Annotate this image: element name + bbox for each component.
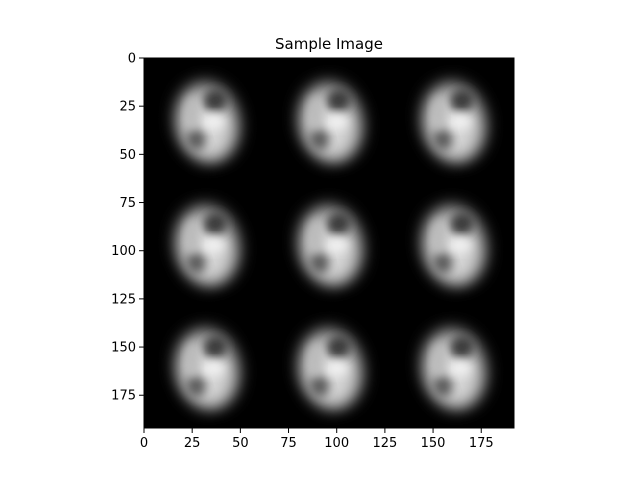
x-tick-label: 175 [469, 436, 494, 451]
sample-tile [175, 81, 240, 162]
y-tick-label: 175 [111, 389, 136, 404]
sample-tile [422, 81, 487, 162]
x-tick-label: 0 [140, 436, 148, 451]
y-tick-label: 50 [119, 148, 136, 163]
x-tick-label: 25 [184, 436, 201, 451]
axes: 0 25 50 75 100 125 150 175 0 25 50 75 100 125 150 175 [111, 52, 515, 451]
sample-tile [422, 204, 487, 286]
sample-tile [175, 204, 240, 286]
chart-title: Sample Image [275, 35, 383, 53]
y-tick-label: 150 [111, 341, 136, 356]
plot-frame [143, 57, 515, 429]
y-tick-label: 75 [119, 196, 136, 211]
image-area [144, 58, 514, 428]
y-tick-label: 0 [128, 52, 136, 67]
sample-tile [298, 204, 364, 286]
sample-tile [175, 328, 240, 409]
y-tick-label: 100 [111, 244, 136, 259]
x-tick-label: 100 [324, 436, 349, 451]
x-tick-label: 150 [421, 436, 446, 451]
x-tick-label: 50 [232, 436, 249, 451]
sample-tile [298, 81, 364, 162]
y-tick-label: 125 [111, 292, 136, 307]
sample-tile [298, 328, 364, 409]
x-tick-label: 125 [372, 436, 397, 451]
x-tick-label: 75 [280, 436, 297, 451]
sample-tile [422, 328, 487, 409]
y-tick-label: 25 [119, 100, 136, 115]
